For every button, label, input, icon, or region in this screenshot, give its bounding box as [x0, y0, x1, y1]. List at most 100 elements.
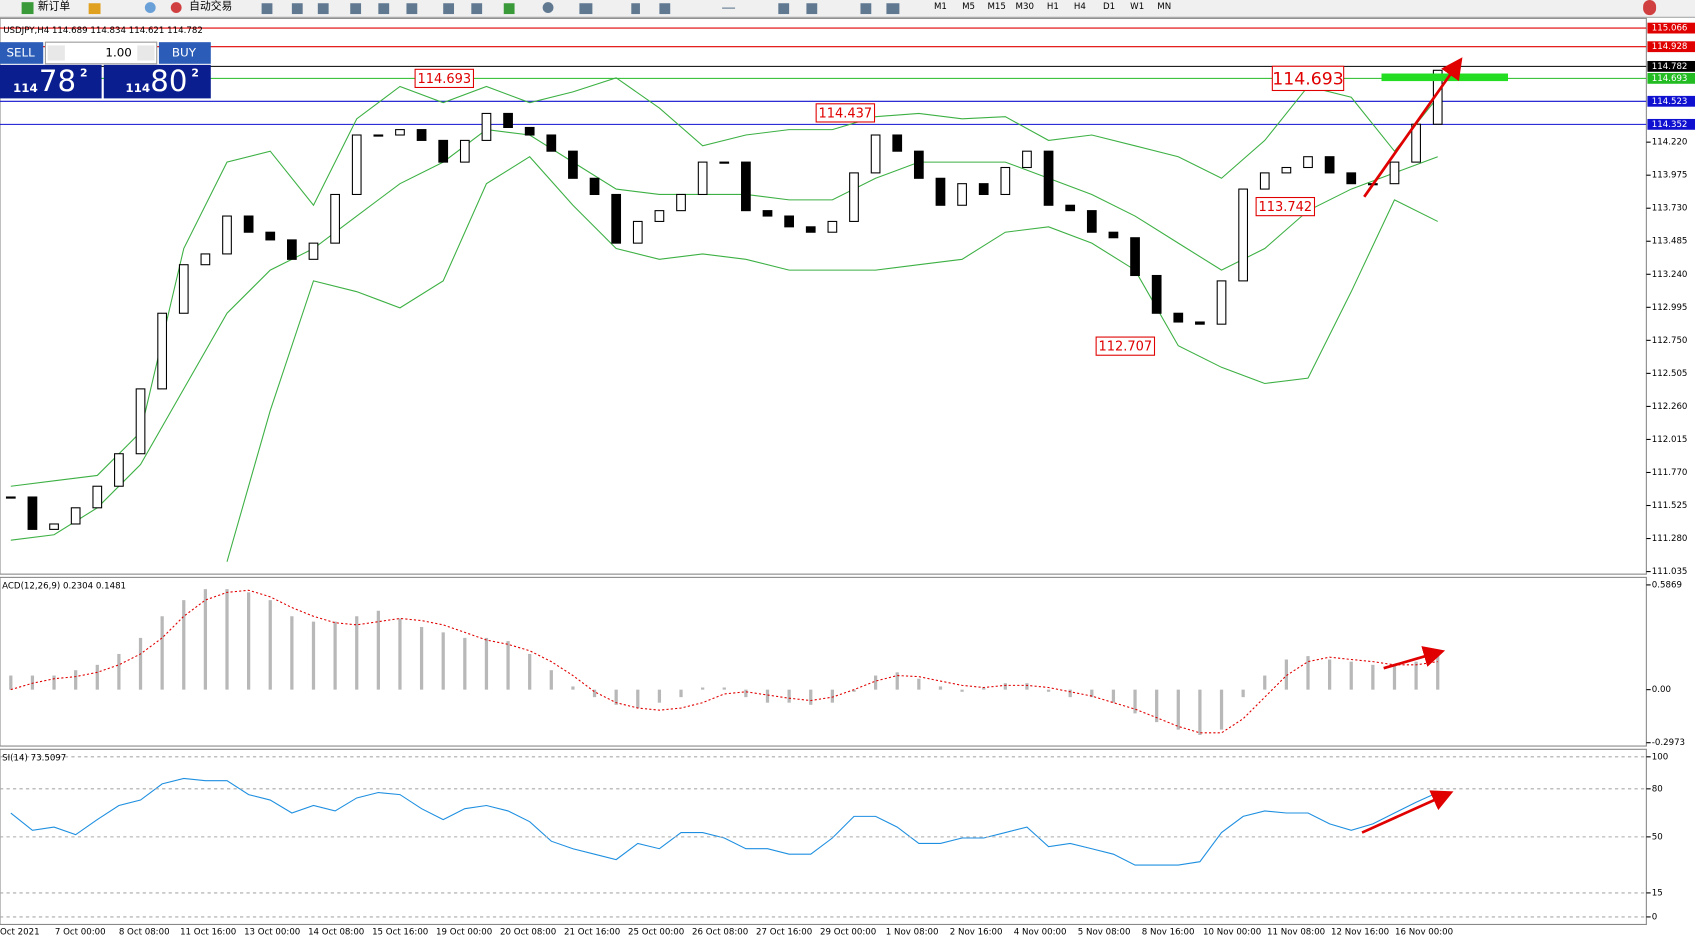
annotation-box — [1271, 65, 1345, 92]
toolbar — [0, 0, 1695, 18]
level-tag — [1647, 95, 1695, 107]
icon[interactable] — [170, 2, 182, 13]
candle — [1086, 210, 1097, 233]
ask-box[interactable] — [103, 64, 211, 99]
lots: 1.00 — [105, 45, 131, 59]
level-label: 115.066 — [1652, 24, 1688, 34]
candle — [1389, 161, 1400, 185]
bid-prefix: 114 — [13, 81, 38, 95]
y-tick-label: 111.035 — [1652, 567, 1688, 577]
timeframe-button[interactable]: M5 — [962, 2, 975, 12]
candle — [1000, 166, 1011, 196]
lot-down[interactable] — [47, 45, 65, 61]
candle — [611, 193, 622, 244]
icon[interactable] — [144, 2, 156, 13]
candle — [1173, 312, 1184, 323]
timeframe-button[interactable]: M15 — [987, 2, 1005, 12]
x-tick-label: 25 Oct 00:00 — [628, 928, 684, 938]
icon[interactable] — [21, 2, 34, 15]
candle — [1411, 123, 1421, 163]
level-tag — [1647, 41, 1695, 53]
level-tag — [1647, 118, 1695, 130]
timeframe-button[interactable]: D1 — [1103, 2, 1115, 12]
candle — [719, 161, 730, 164]
ask-prefix: 114 — [125, 81, 150, 95]
timeframe-button[interactable]: MN — [1157, 2, 1171, 12]
candle — [395, 129, 405, 136]
y-tick-label: 0 — [1652, 912, 1657, 922]
bid-sup: 2 — [80, 67, 88, 80]
x-tick-label: 7 Oct 00:00 — [55, 928, 106, 938]
y-tick-label: 112.015 — [1652, 435, 1688, 445]
timeframe-button[interactable]: H4 — [1074, 2, 1086, 12]
timeframe-button[interactable]: W1 — [1130, 2, 1144, 12]
y-tick-label: 112.260 — [1652, 402, 1688, 412]
lot-up[interactable] — [137, 45, 155, 61]
candle — [1281, 166, 1292, 174]
candle — [1151, 274, 1162, 314]
candle — [589, 177, 600, 196]
candle — [741, 161, 751, 212]
x-tick-label: 8 Oct 08:00 — [119, 928, 170, 938]
icon[interactable] — [88, 3, 101, 15]
candle — [1130, 237, 1140, 277]
candle — [416, 129, 427, 141]
drawn-arrow — [1363, 57, 1463, 198]
bid-box[interactable] — [0, 64, 102, 99]
candle — [1108, 231, 1119, 239]
x-tick-label: 2 Nov 16:00 — [950, 928, 1003, 938]
sell-label: SELL — [6, 45, 35, 59]
level-tag — [1647, 72, 1695, 84]
level-label: 114.782 — [1652, 62, 1688, 72]
candle — [654, 210, 665, 222]
candle — [70, 507, 81, 525]
band-lower — [226, 156, 1438, 562]
candle — [762, 210, 773, 217]
annotation-box — [815, 103, 876, 123]
x-tick-label: 16 Nov 00:00 — [1395, 928, 1453, 938]
rsi-plot — [10, 777, 1438, 866]
timeframe-button[interactable]: H1 — [1047, 2, 1059, 12]
level-label: 114.928 — [1652, 42, 1688, 52]
level-tag — [1647, 60, 1695, 72]
annotation: 114.693 — [1272, 69, 1343, 89]
candle — [524, 126, 535, 136]
x-tick-label: 11 Oct 16:00 — [180, 928, 236, 938]
lot-input[interactable] — [44, 41, 158, 65]
candle — [459, 139, 470, 163]
candle — [1346, 172, 1357, 185]
macd-plot — [9, 589, 1440, 735]
annotation: 114.693 — [417, 72, 471, 87]
buy-button[interactable] — [158, 42, 211, 64]
axes: 114.220 113.975 113.730 113.485 113.240 112.9… — [0, 22, 1695, 938]
y-tick-label: 114.220 — [1652, 138, 1688, 148]
timeframe-button[interactable]: M1 — [934, 2, 947, 12]
auto-trade[interactable]: 自动交易 — [189, 0, 232, 12]
candle — [92, 485, 103, 509]
candle — [243, 215, 254, 233]
rsi-label: SI(14) 73.5097 — [2, 753, 66, 763]
y-tick-label: 0.5869 — [1652, 580, 1682, 590]
candle — [157, 312, 168, 390]
candle — [1216, 280, 1227, 325]
y-tick-label: 111.525 — [1652, 501, 1688, 511]
candle — [1324, 156, 1335, 174]
candle — [135, 388, 146, 455]
annotation-box — [1095, 336, 1156, 356]
band-middle — [10, 129, 1438, 541]
y-tick-label: 112.750 — [1652, 336, 1688, 346]
new-order[interactable]: 新订单 — [38, 0, 71, 12]
x-tick-label: 12 Nov 16:00 — [1331, 928, 1389, 938]
ask-big: 80 — [150, 64, 187, 98]
drawn-zone — [1381, 73, 1508, 82]
x-tick-label: 20 Oct 08:00 — [500, 928, 556, 938]
timeframe-button[interactable]: M30 — [1016, 2, 1034, 12]
y-tick-label: 113.975 — [1652, 171, 1688, 181]
sell-button[interactable] — [0, 42, 44, 64]
level-label: 114.693 — [1652, 74, 1688, 84]
x-tick-label: 29 Oct 00:00 — [820, 928, 876, 938]
toolbar-icons[interactable] — [261, 2, 900, 15]
close-button[interactable] — [1643, 0, 1657, 16]
candle — [978, 183, 989, 196]
